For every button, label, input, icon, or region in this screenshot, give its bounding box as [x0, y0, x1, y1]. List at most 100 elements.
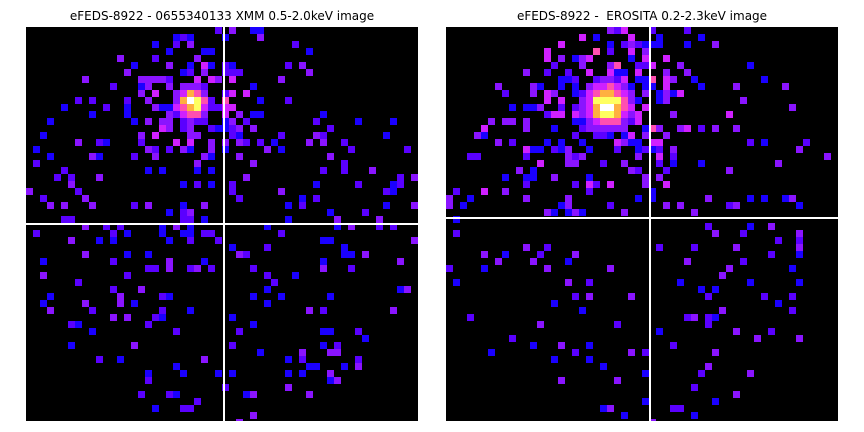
count-pixel: [656, 174, 663, 181]
count-pixel: [712, 286, 719, 293]
count-pixel: [775, 237, 782, 244]
count-pixel: [586, 181, 593, 188]
count-pixel: [187, 146, 194, 153]
count-pixel: [341, 160, 348, 167]
count-pixel: [327, 370, 334, 377]
count-pixel: [152, 405, 159, 412]
count-pixel: [502, 174, 509, 181]
count-pixel: [712, 41, 719, 48]
count-pixel: [733, 391, 740, 398]
count-pixel: [201, 48, 208, 55]
count-pixel: [656, 139, 663, 146]
count-pixel: [572, 55, 579, 62]
count-pixel: [187, 209, 194, 216]
count-pixel: [593, 181, 600, 188]
count-pixel: [194, 76, 201, 83]
count-pixel: [327, 293, 334, 300]
count-pixel: [663, 76, 670, 83]
count-pixel: [208, 153, 215, 160]
count-pixel: [152, 146, 159, 153]
count-pixel: [152, 76, 159, 83]
xmm-image: [26, 27, 418, 421]
count-pixel: [684, 314, 691, 321]
count-pixel: [579, 153, 586, 160]
count-pixel: [614, 62, 621, 69]
count-pixel: [656, 90, 663, 97]
count-pixel: [236, 251, 243, 258]
count-pixel: [131, 62, 138, 69]
count-pixel: [145, 76, 152, 83]
count-pixel: [33, 146, 40, 153]
count-pixel: [579, 62, 586, 69]
count-pixel: [565, 160, 572, 167]
count-pixel: [194, 167, 201, 174]
count-pixel: [208, 76, 215, 83]
count-pixel: [558, 342, 565, 349]
count-pixel: [586, 97, 593, 104]
count-pixel: [509, 118, 516, 125]
count-pixel: [635, 62, 642, 69]
count-pixel: [593, 97, 600, 104]
count-pixel: [635, 146, 642, 153]
count-pixel: [572, 209, 579, 216]
count-pixel: [145, 251, 152, 258]
count-pixel: [180, 209, 187, 216]
count-pixel: [593, 76, 600, 83]
count-pixel: [124, 251, 131, 258]
count-pixel: [54, 174, 61, 181]
count-pixel: [362, 209, 369, 216]
count-pixel: [82, 223, 89, 230]
count-pixel: [348, 146, 355, 153]
count-pixel: [117, 55, 124, 62]
count-pixel: [334, 377, 341, 384]
count-pixel: [89, 153, 96, 160]
count-pixel: [250, 391, 257, 398]
count-pixel: [600, 104, 607, 111]
count-pixel: [152, 104, 159, 111]
count-pixel: [796, 335, 803, 342]
count-pixel: [201, 153, 208, 160]
count-pixel: [40, 300, 47, 307]
count-pixel: [635, 167, 642, 174]
count-pixel: [103, 139, 110, 146]
count-pixel: [565, 69, 572, 76]
count-pixel: [208, 48, 215, 55]
count-pixel: [579, 104, 586, 111]
count-pixel: [684, 69, 691, 76]
count-pixel: [719, 307, 726, 314]
count-pixel: [201, 104, 208, 111]
count-pixel: [614, 146, 621, 153]
count-pixel: [607, 202, 614, 209]
count-pixel: [180, 230, 187, 237]
count-pixel: [579, 55, 586, 62]
count-pixel: [509, 104, 516, 111]
count-pixel: [159, 118, 166, 125]
count-pixel: [187, 97, 194, 104]
count-pixel: [621, 118, 628, 125]
count-pixel: [558, 377, 565, 384]
count-pixel: [593, 104, 600, 111]
count-pixel: [201, 97, 208, 104]
count-pixel: [194, 55, 201, 62]
count-pixel: [551, 62, 558, 69]
count-pixel: [117, 356, 124, 363]
count-pixel: [257, 111, 264, 118]
count-pixel: [166, 104, 173, 111]
count-pixel: [208, 62, 215, 69]
count-pixel: [586, 118, 593, 125]
count-pixel: [607, 41, 614, 48]
count-pixel: [733, 83, 740, 90]
count-pixel: [250, 83, 257, 90]
count-pixel: [614, 104, 621, 111]
count-pixel: [670, 90, 677, 97]
count-pixel: [208, 146, 215, 153]
count-pixel: [537, 146, 544, 153]
count-pixel: [628, 90, 635, 97]
count-pixel: [222, 139, 229, 146]
count-pixel: [89, 97, 96, 104]
count-pixel: [670, 342, 677, 349]
count-pixel: [719, 272, 726, 279]
count-pixel: [572, 181, 579, 188]
count-pixel: [537, 83, 544, 90]
count-pixel: [698, 286, 705, 293]
